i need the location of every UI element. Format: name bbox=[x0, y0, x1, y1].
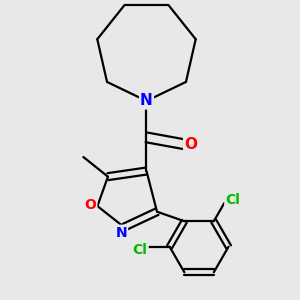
Text: O: O bbox=[85, 198, 96, 212]
Text: Cl: Cl bbox=[133, 243, 148, 256]
Text: O: O bbox=[184, 137, 197, 152]
Text: N: N bbox=[140, 93, 153, 108]
Text: N: N bbox=[116, 226, 127, 240]
Text: Cl: Cl bbox=[225, 193, 240, 207]
